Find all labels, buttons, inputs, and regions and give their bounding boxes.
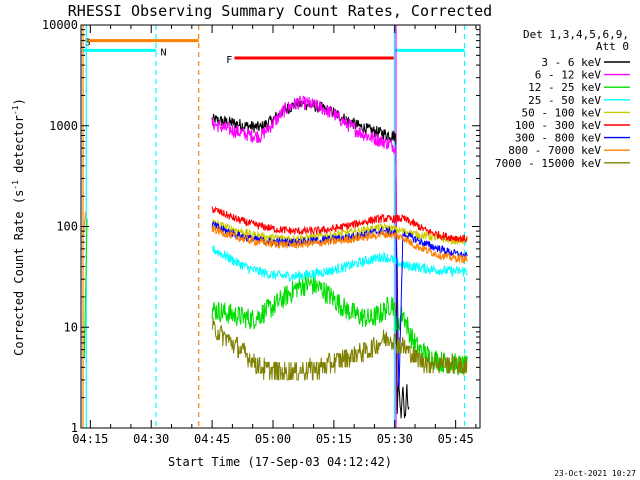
- x-tick-label: 05:30: [377, 432, 413, 446]
- legend-label: 12 - 25 keV: [528, 81, 601, 94]
- flag-label-n: N: [161, 47, 167, 58]
- legend-header-attenuator: Att 0: [596, 40, 629, 53]
- x-tick-label: 04:15: [72, 432, 108, 446]
- attenuator-flag-group: S N F: [82, 38, 465, 66]
- y-tick-label: 10: [64, 320, 78, 334]
- legend-label: 100 - 300 keV: [515, 119, 601, 132]
- chart-title: RHESSI Observing Summary Count Rates, Co…: [68, 2, 492, 20]
- y-tick-label: 10000: [42, 18, 78, 32]
- flag-label-s: S: [85, 38, 91, 49]
- legend-label: 7000 - 15000 keV: [495, 157, 601, 170]
- series-line-6: [211, 206, 468, 243]
- legend-label: 300 - 800 keV: [515, 132, 601, 145]
- series-line-early: [83, 218, 88, 358]
- legend-label: 3 - 6 keV: [541, 56, 601, 69]
- series-line-2: [211, 95, 398, 303]
- generation-timestamp: 23-Oct-2021 10:27: [554, 469, 636, 478]
- flag-label-f: F: [226, 55, 232, 66]
- legend-label: 50 - 100 keV: [522, 106, 602, 119]
- legend-label: 25 - 50 keV: [528, 94, 601, 107]
- series-group: [82, 95, 468, 419]
- series-line-9: [211, 317, 468, 381]
- x-tick-label: 05:00: [255, 432, 291, 446]
- x-axis-label: Start Time (17-Sep-03 04:12:42): [168, 455, 392, 469]
- y-tick-label: 100: [56, 220, 78, 234]
- legend-label: 800 - 7000 keV: [508, 144, 601, 157]
- legend-header-detectors: Det 1,3,4,5,6,9,: [523, 28, 629, 41]
- series-line-3: [211, 275, 468, 376]
- series-line-8: [211, 225, 468, 264]
- series-line-4: [211, 245, 468, 282]
- legend-label: 6 - 12 keV: [535, 69, 602, 82]
- series-line-early: [82, 211, 86, 237]
- y-tick-label: 1: [71, 421, 78, 435]
- x-tick-label: 05:45: [438, 432, 474, 446]
- x-tick-label: 04:45: [194, 432, 230, 446]
- x-axis: 04:15 04:30 04:45 05:00 05:15 05:30 05:45: [72, 25, 477, 446]
- x-tick-label: 04:30: [133, 432, 169, 446]
- x-tick-label: 05:15: [316, 432, 352, 446]
- y-tick-label: 1000: [49, 119, 78, 133]
- y-axis-label: Corrected Count Rate (s-1 detector-1): [11, 98, 26, 356]
